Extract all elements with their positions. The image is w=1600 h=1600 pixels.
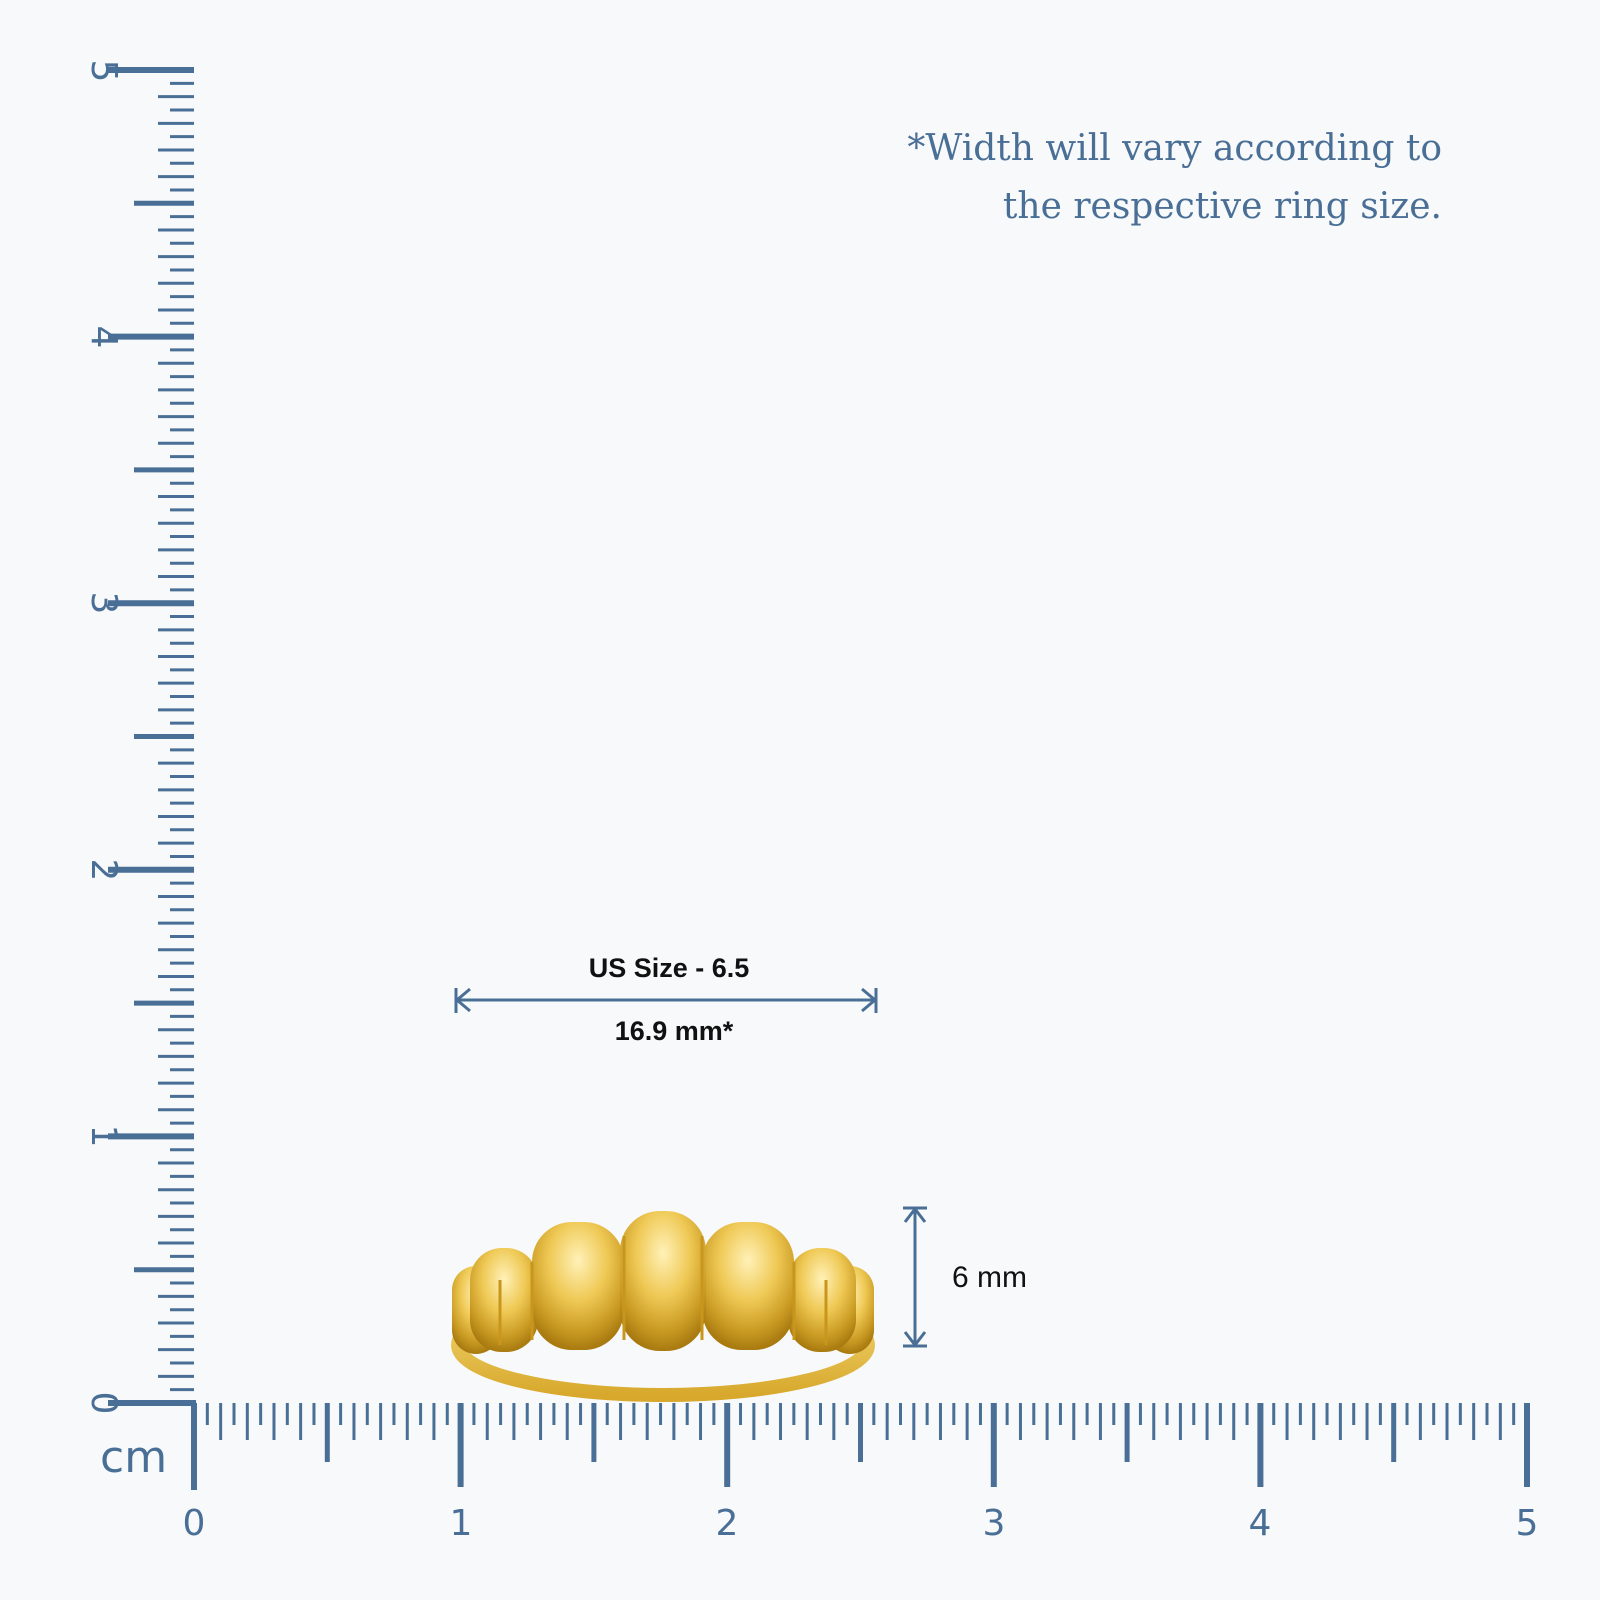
y-label-5: 5: [83, 60, 124, 83]
y-label-1: 1: [83, 1125, 124, 1148]
x-axis-labels: 0 1 2 3 4 5: [183, 1503, 1539, 1544]
x-label-3: 3: [983, 1503, 1006, 1544]
width-note-line-2: the respective ring size.: [1003, 186, 1442, 227]
y-label-4: 4: [83, 326, 124, 349]
y-label-0: 0: [83, 1392, 124, 1415]
ring-height-label: 6 mm: [952, 1261, 1027, 1294]
ring-size-label: US Size - 6.5: [589, 953, 750, 983]
y-label-3: 3: [83, 592, 124, 615]
width-note-line-1: *Width will vary according to: [907, 128, 1442, 169]
y-label-2: 2: [83, 859, 124, 882]
height-dimension-arrow: [903, 1206, 927, 1348]
y-axis-labels: 0 1 2 3 4 5: [83, 60, 124, 1415]
width-dimension-arrow: [454, 987, 878, 1013]
ring-image: [451, 1211, 875, 1402]
x-label-5: 5: [1516, 1503, 1539, 1544]
x-label-2: 2: [716, 1503, 739, 1544]
ring-width-label: 16.9 mm*: [615, 1016, 734, 1046]
x-label-1: 1: [450, 1503, 473, 1544]
x-label-4: 4: [1249, 1503, 1272, 1544]
unit-label: cm: [100, 1432, 167, 1483]
ruler-ticks: [108, 67, 1530, 1490]
x-label-0: 0: [183, 1503, 206, 1544]
